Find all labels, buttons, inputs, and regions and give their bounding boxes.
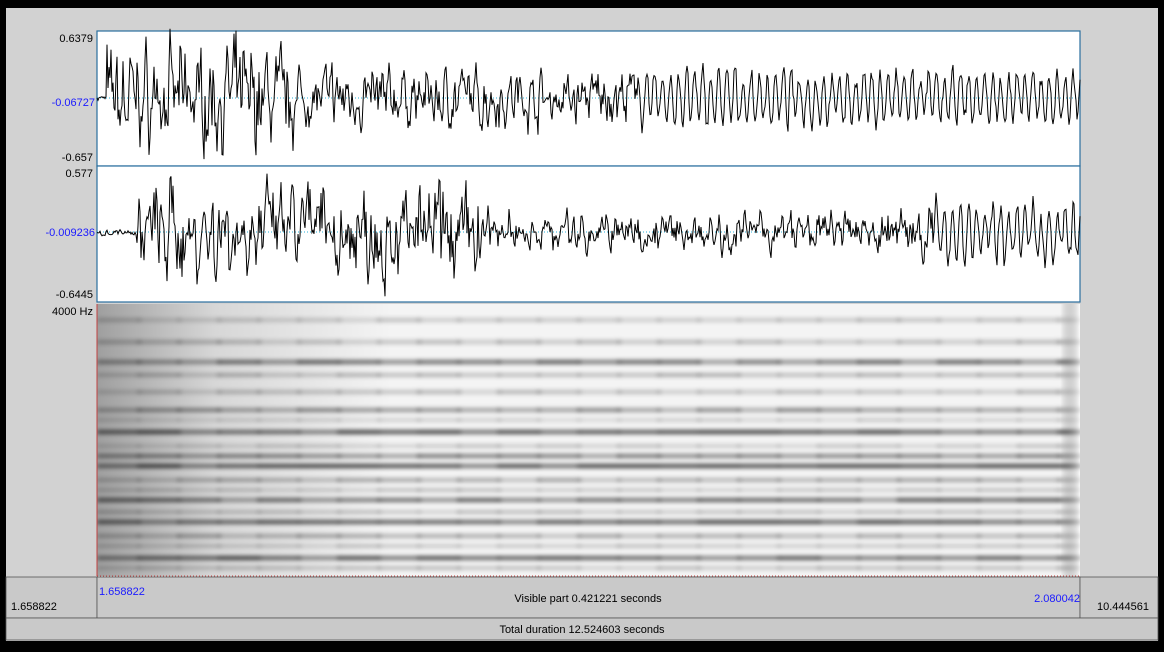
channel-2-mid: -0.009236: [45, 227, 95, 239]
visible-end-label: 2.080042: [1034, 593, 1080, 605]
spectrogram: [97, 304, 1080, 576]
channel-1-waveform: [96, 28, 1081, 160]
channel-2-min: -0.6445: [56, 289, 93, 301]
visible-start-label: 1.658822: [99, 586, 145, 598]
channel-1-mid: -0.06727: [52, 97, 95, 109]
left-outside-button[interactable]: [5, 576, 98, 619]
left-outside-label: 1.658822: [11, 601, 57, 613]
channel-1-max: 0.6379: [59, 33, 93, 45]
channel-2-waveform: [96, 173, 1081, 297]
visible-part-button[interactable]: [96, 576, 1081, 619]
right-outside-label: 10.444561: [1097, 601, 1149, 613]
spectrogram-top-label: 4000 Hz: [52, 306, 93, 318]
right-outside-button[interactable]: [1079, 576, 1159, 619]
channel-1-min: -0.657: [62, 152, 93, 164]
visible-part-label: Visible part 0.421221 seconds: [514, 593, 662, 605]
spectrogram-shade: [97, 304, 1080, 576]
total-duration-button[interactable]: [5, 617, 1159, 641]
total-duration-label: Total duration 12.524603 seconds: [499, 624, 665, 636]
channel-2-max: 0.577: [65, 168, 93, 180]
